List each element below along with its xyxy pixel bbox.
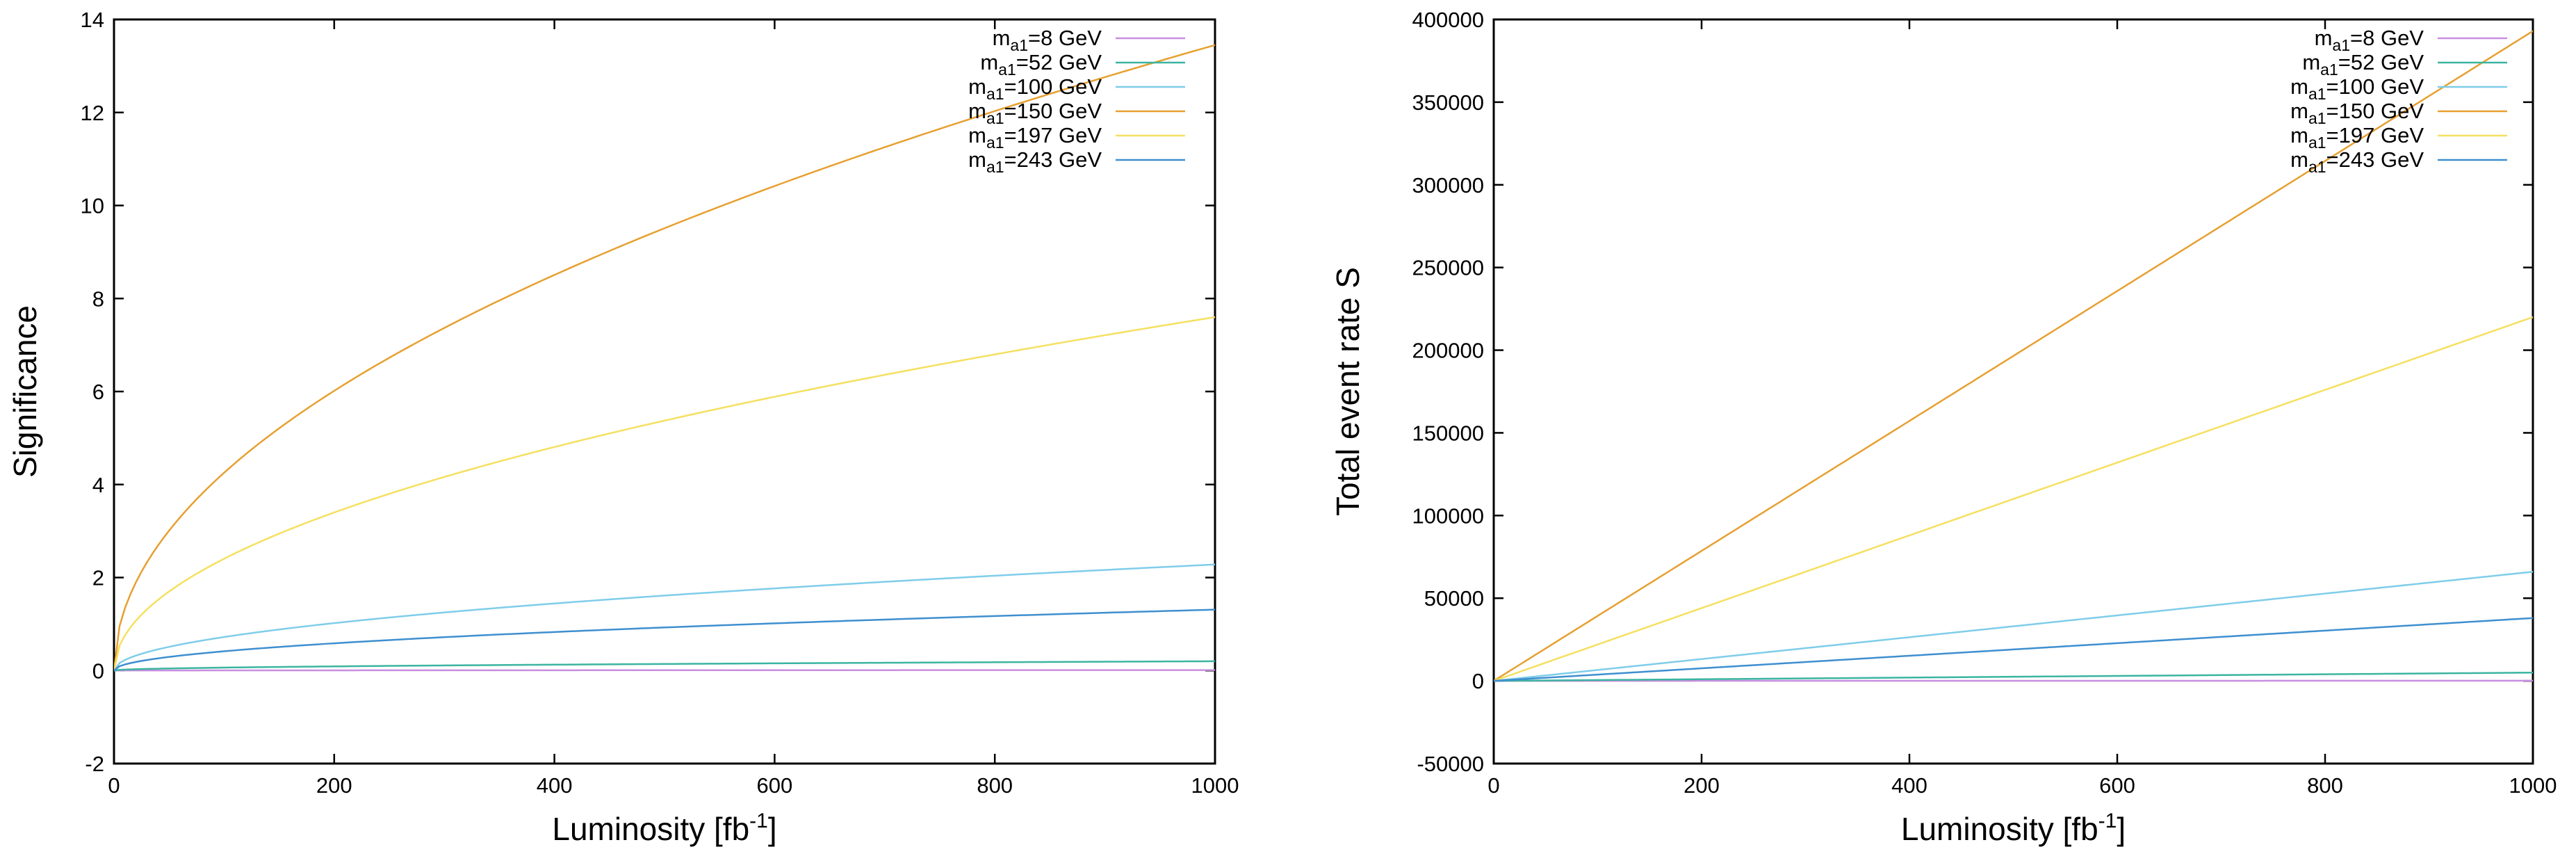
series-line [114, 670, 1215, 671]
x-axis-title: Luminosity [fb-1] [552, 809, 776, 847]
x-tick-label: 800 [2307, 773, 2343, 798]
legend-label: ma1=243 GeV [2290, 147, 2424, 176]
y-tick-label: 6 [92, 380, 104, 404]
x-tick-label: 600 [2099, 773, 2135, 798]
y-tick-label: 4 [92, 473, 104, 497]
y-tick-label: 14 [81, 8, 104, 32]
series-line [1494, 618, 2533, 681]
x-tick-label: 0 [108, 773, 120, 798]
series-line [114, 317, 1215, 670]
x-axis-title: Luminosity [fb-1] [1901, 809, 2126, 847]
y-tick-label: 200000 [1412, 339, 1484, 363]
y-tick-label: 400000 [1412, 8, 1484, 32]
y-tick-label: 150000 [1412, 421, 1484, 445]
y-tick-label: 12 [81, 101, 104, 125]
x-tick-label: 400 [537, 773, 573, 798]
y-tick-label: 10 [81, 194, 104, 218]
series-line [114, 565, 1215, 670]
y-tick-label: -50000 [1417, 752, 1484, 776]
x-tick-label: 200 [316, 773, 352, 798]
series-line [114, 661, 1215, 670]
y-tick-label: 0 [92, 659, 104, 683]
y-tick-label: -2 [85, 752, 104, 776]
legend-label: ma1=243 GeV [968, 147, 1102, 176]
y-tick-label: 8 [92, 287, 104, 311]
x-tick-label: 1000 [1191, 773, 1239, 798]
x-tick-label: 0 [1487, 773, 1499, 798]
x-tick-label: 400 [1891, 773, 1927, 798]
y-axis-title: Total event rate S [1330, 267, 1366, 516]
y-tick-label: 350000 [1412, 90, 1484, 115]
y-tick-label: 300000 [1412, 173, 1484, 197]
x-tick-label: 1000 [2509, 773, 2557, 798]
y-tick-label: 250000 [1412, 256, 1484, 280]
y-axis-title: Significance [7, 305, 43, 478]
x-tick-label: 200 [1684, 773, 1720, 798]
x-tick-label: 800 [977, 773, 1013, 798]
y-tick-label: 100000 [1412, 503, 1484, 528]
y-tick-label: 50000 [1424, 586, 1484, 611]
y-tick-label: 0 [1472, 669, 1484, 693]
y-tick-label: 2 [92, 566, 104, 590]
series-line [1494, 672, 2533, 681]
x-tick-label: 600 [757, 773, 793, 798]
